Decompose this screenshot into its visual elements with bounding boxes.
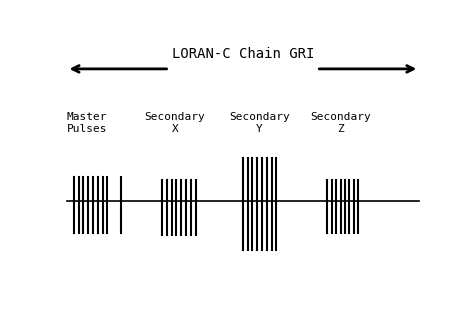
- Text: Secondary
Y: Secondary Y: [229, 112, 290, 134]
- Text: Secondary
Z: Secondary Z: [310, 112, 371, 134]
- Text: LORAN-C Chain GRI: LORAN-C Chain GRI: [172, 48, 314, 61]
- Text: Master
Pulses: Master Pulses: [66, 112, 107, 134]
- Text: Secondary
X: Secondary X: [145, 112, 205, 134]
